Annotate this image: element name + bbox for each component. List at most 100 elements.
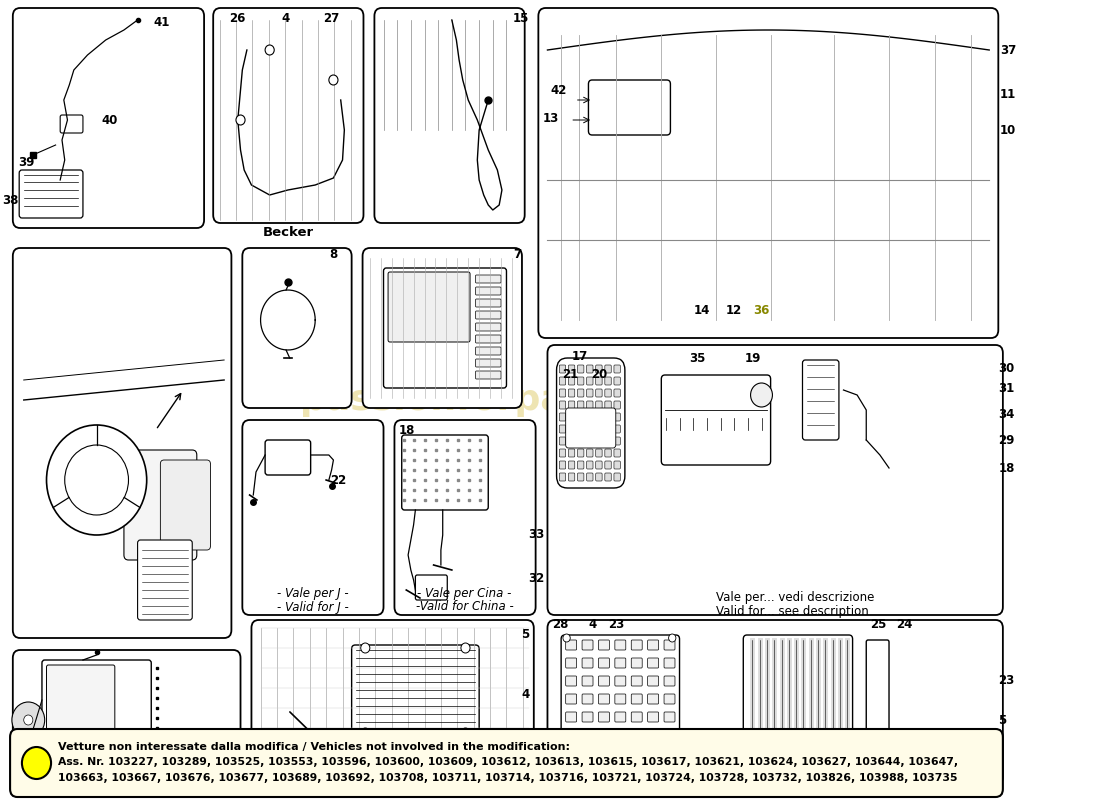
Text: Vetture non interessate dalla modifica / Vehicles not involved in the modificati: Vetture non interessate dalla modifica /… [58, 742, 571, 752]
Text: Becker - Parking sensors -: Becker - Parking sensors - [664, 770, 818, 782]
FancyBboxPatch shape [569, 389, 575, 397]
FancyBboxPatch shape [19, 170, 82, 218]
FancyBboxPatch shape [598, 730, 609, 740]
Circle shape [329, 75, 338, 85]
FancyBboxPatch shape [475, 275, 500, 283]
FancyBboxPatch shape [614, 461, 620, 469]
Text: passionforparts.info: passionforparts.info [299, 383, 713, 417]
FancyBboxPatch shape [614, 449, 620, 457]
FancyBboxPatch shape [648, 658, 659, 668]
FancyBboxPatch shape [605, 401, 612, 409]
FancyBboxPatch shape [582, 640, 593, 650]
Text: 40: 40 [101, 114, 118, 126]
FancyBboxPatch shape [416, 575, 448, 600]
Text: 41: 41 [153, 15, 169, 29]
FancyBboxPatch shape [605, 425, 612, 433]
FancyBboxPatch shape [559, 437, 565, 445]
FancyBboxPatch shape [569, 461, 575, 469]
FancyBboxPatch shape [586, 365, 593, 373]
FancyBboxPatch shape [605, 437, 612, 445]
Text: 4: 4 [521, 689, 529, 702]
FancyBboxPatch shape [565, 676, 576, 686]
FancyBboxPatch shape [13, 8, 205, 228]
FancyBboxPatch shape [615, 658, 626, 668]
FancyBboxPatch shape [614, 437, 620, 445]
FancyBboxPatch shape [664, 712, 675, 722]
Text: 42: 42 [550, 83, 566, 97]
Circle shape [461, 728, 470, 738]
FancyBboxPatch shape [578, 461, 584, 469]
FancyBboxPatch shape [648, 694, 659, 704]
FancyBboxPatch shape [614, 377, 620, 385]
FancyBboxPatch shape [605, 473, 612, 481]
Text: 1: 1 [92, 771, 101, 785]
Text: 2: 2 [40, 771, 47, 785]
Circle shape [24, 715, 33, 725]
Text: 37: 37 [1000, 43, 1016, 57]
Circle shape [361, 643, 370, 653]
Text: 22: 22 [330, 474, 346, 486]
Text: 17: 17 [571, 350, 587, 362]
Circle shape [669, 634, 675, 642]
FancyBboxPatch shape [578, 437, 584, 445]
Text: 7: 7 [513, 249, 521, 262]
Text: 35: 35 [690, 351, 706, 365]
FancyBboxPatch shape [548, 620, 1003, 785]
Text: 38: 38 [2, 194, 19, 206]
FancyBboxPatch shape [664, 658, 675, 668]
Text: 5: 5 [521, 629, 529, 642]
Text: 31: 31 [999, 382, 1014, 394]
Text: Valid for... see description: Valid for... see description [716, 606, 869, 618]
FancyBboxPatch shape [213, 8, 363, 223]
FancyBboxPatch shape [582, 658, 593, 668]
Text: 14: 14 [694, 303, 711, 317]
Text: 25: 25 [870, 618, 887, 631]
FancyBboxPatch shape [561, 635, 680, 755]
FancyBboxPatch shape [615, 676, 626, 686]
FancyBboxPatch shape [557, 358, 625, 488]
FancyBboxPatch shape [475, 347, 500, 355]
Text: Becker - Sensori di parcheggio -: Becker - Sensori di parcheggio - [647, 755, 836, 769]
Text: 24: 24 [896, 618, 913, 631]
FancyBboxPatch shape [582, 730, 593, 740]
Text: Bose: Bose [374, 783, 410, 797]
FancyBboxPatch shape [578, 473, 584, 481]
FancyBboxPatch shape [661, 375, 771, 465]
FancyBboxPatch shape [10, 729, 1003, 797]
FancyBboxPatch shape [475, 323, 500, 331]
FancyBboxPatch shape [265, 440, 310, 475]
FancyBboxPatch shape [582, 748, 593, 758]
Text: 20: 20 [591, 369, 607, 382]
FancyBboxPatch shape [13, 650, 241, 785]
FancyBboxPatch shape [615, 694, 626, 704]
Text: 28: 28 [552, 618, 569, 631]
FancyBboxPatch shape [605, 389, 612, 397]
FancyBboxPatch shape [586, 413, 593, 421]
Text: 6: 6 [122, 771, 130, 785]
FancyBboxPatch shape [598, 712, 609, 722]
FancyBboxPatch shape [631, 748, 642, 758]
FancyBboxPatch shape [866, 640, 889, 750]
FancyBboxPatch shape [13, 248, 231, 638]
Circle shape [22, 747, 51, 779]
Text: 25: 25 [685, 746, 702, 758]
FancyBboxPatch shape [569, 377, 575, 385]
FancyBboxPatch shape [648, 748, 659, 758]
FancyBboxPatch shape [615, 730, 626, 740]
FancyBboxPatch shape [161, 460, 210, 550]
FancyBboxPatch shape [252, 620, 534, 785]
Text: 8: 8 [329, 249, 337, 262]
FancyBboxPatch shape [569, 437, 575, 445]
Circle shape [12, 702, 45, 738]
Text: 18: 18 [399, 423, 416, 437]
Circle shape [265, 45, 274, 55]
FancyBboxPatch shape [631, 730, 642, 740]
Text: 32: 32 [528, 571, 544, 585]
FancyBboxPatch shape [582, 676, 593, 686]
Text: 27: 27 [323, 11, 340, 25]
FancyBboxPatch shape [565, 408, 616, 448]
FancyBboxPatch shape [565, 712, 576, 722]
FancyBboxPatch shape [605, 365, 612, 373]
Circle shape [361, 728, 370, 738]
FancyBboxPatch shape [648, 730, 659, 740]
